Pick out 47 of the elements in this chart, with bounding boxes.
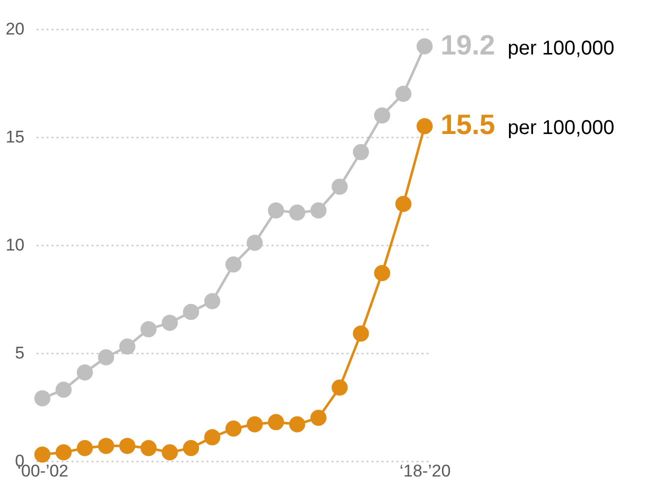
point — [34, 446, 50, 463]
point — [416, 118, 433, 134]
point — [332, 178, 348, 195]
point — [76, 440, 93, 456]
point — [56, 382, 72, 398]
point — [268, 414, 284, 430]
point — [395, 86, 412, 102]
point — [98, 349, 114, 366]
point — [140, 321, 157, 338]
point — [34, 390, 50, 406]
point — [246, 234, 263, 251]
point — [204, 429, 220, 446]
y-tick-label: 5 — [15, 344, 24, 362]
point — [374, 265, 390, 282]
data-label: 15.5 — [440, 109, 496, 140]
point — [182, 304, 200, 320]
point — [140, 440, 157, 456]
point — [395, 196, 412, 212]
point — [119, 338, 136, 355]
point — [310, 202, 327, 218]
y-tick-label: 15 — [6, 128, 24, 146]
point — [289, 416, 306, 432]
data-label: 19.2 — [440, 29, 496, 60]
point — [182, 440, 200, 456]
point — [246, 416, 263, 432]
point — [332, 380, 348, 396]
x-tick-label: ‘18-’20 — [400, 462, 451, 478]
point — [289, 204, 306, 221]
point — [352, 144, 369, 160]
point — [119, 438, 136, 454]
point — [162, 314, 178, 331]
point — [56, 444, 72, 460]
point — [310, 410, 327, 426]
point — [225, 420, 242, 437]
y-tick-label: 20 — [6, 20, 24, 38]
text: per 100,000 — [508, 117, 614, 140]
point — [98, 438, 114, 454]
point — [76, 364, 93, 380]
point — [162, 444, 178, 460]
point — [352, 326, 369, 342]
point — [416, 38, 433, 54]
text: per 100,000 — [508, 37, 614, 60]
point — [204, 293, 220, 310]
point — [374, 107, 390, 124]
point — [225, 256, 242, 272]
point — [268, 202, 284, 218]
y-tick-label: 10 — [6, 236, 24, 254]
